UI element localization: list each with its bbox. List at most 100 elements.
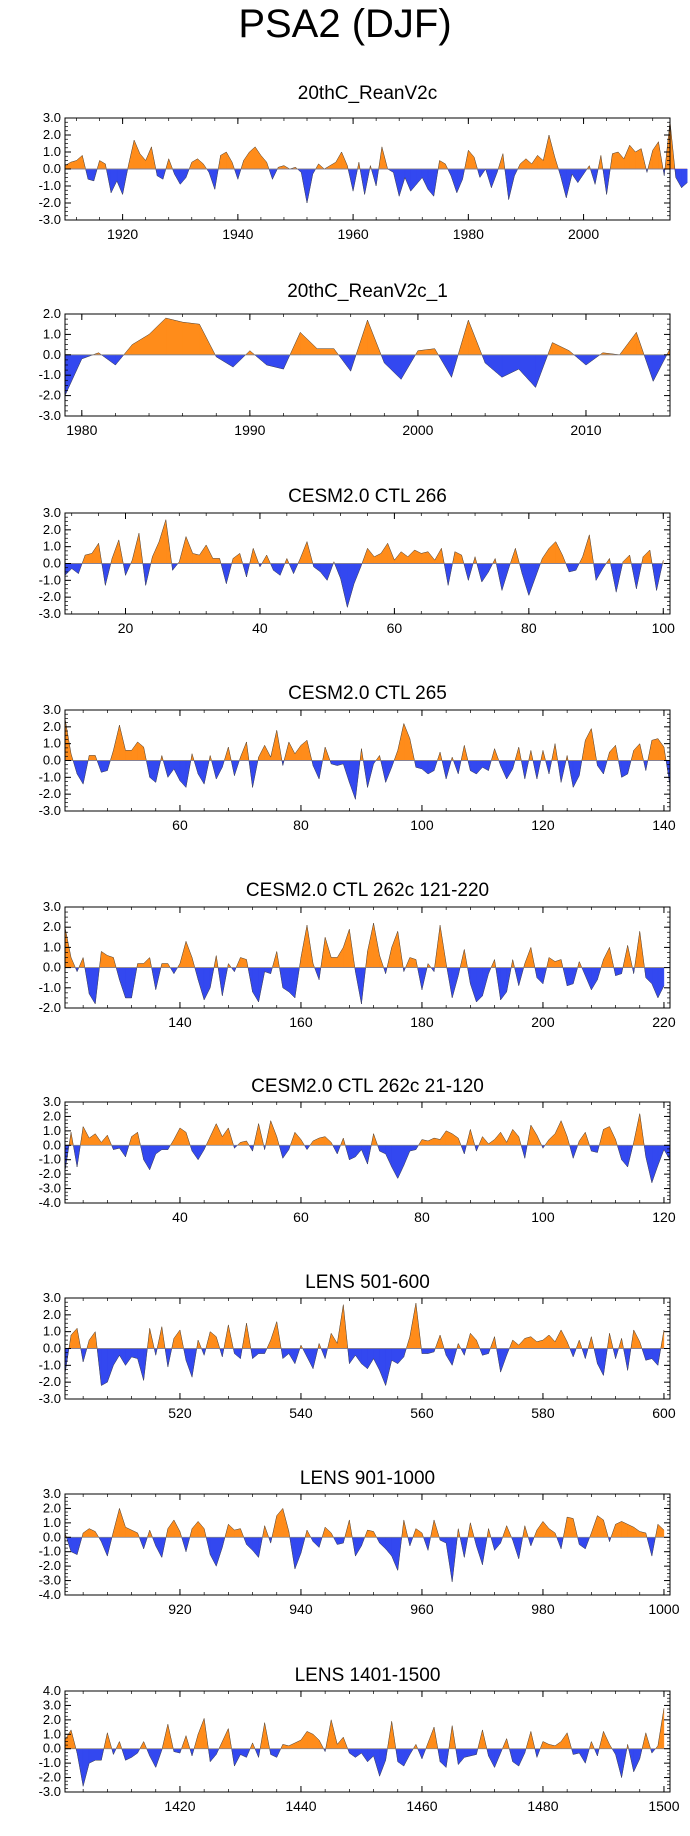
x-tick-label: 1480 bbox=[527, 1798, 558, 1814]
y-tick-label: -2.0 bbox=[39, 1558, 61, 1573]
series-line bbox=[64, 121, 688, 204]
x-tick-label: 920 bbox=[168, 1601, 192, 1617]
y-tick-label: -3.0 bbox=[39, 1784, 61, 1799]
y-tick-label: 1.0 bbox=[43, 1324, 61, 1339]
y-tick-label: -1.0 bbox=[39, 1357, 61, 1372]
y-tick-label: 0.0 bbox=[43, 1341, 61, 1356]
panel-title: CESM2.0 CTL 265 bbox=[288, 683, 447, 704]
positive-area bbox=[65, 1303, 665, 1349]
y-tick-label: -2.0 bbox=[39, 388, 61, 403]
x-tick-label: 80 bbox=[521, 620, 537, 636]
x-tick-label: 1460 bbox=[406, 1798, 437, 1814]
x-tick-label: 2000 bbox=[402, 422, 433, 438]
x-tick-label: 40 bbox=[252, 620, 268, 636]
chart-panel: CESM2.0 CTL 266 3.0 2.0 1.0 0.0-1.0 -2.0 -3.0 2… bbox=[39, 486, 676, 636]
y-tick-label: -3.0 bbox=[39, 1573, 61, 1588]
series-line bbox=[64, 923, 665, 1005]
y-tick-label: 0.0 bbox=[43, 161, 61, 176]
y-tick-label: -3.0 bbox=[39, 606, 61, 621]
x-tick-label: 1940 bbox=[222, 226, 253, 242]
y-tick-label: -2.0 bbox=[39, 1770, 61, 1785]
x-tick-label: 1420 bbox=[164, 1798, 195, 1814]
y-tick-label: 3.0 bbox=[43, 1094, 61, 1109]
y-tick-label: -3.0 bbox=[39, 212, 61, 227]
chart-panel: LENS 501-600 3.0 2.0 1.0 0.0-1.0 -2.0 -3.0 520 5… bbox=[39, 1272, 676, 1421]
x-tick-label: 160 bbox=[289, 1014, 313, 1030]
y-tick-label: 0.0 bbox=[43, 1137, 61, 1152]
y-tick-label: 0.0 bbox=[43, 1741, 61, 1756]
y-tick-label: -2.0 bbox=[39, 1000, 61, 1015]
panel-title: CESM2.0 CTL 262c 121-220 bbox=[246, 880, 489, 901]
x-tick-label: 1980 bbox=[453, 226, 484, 242]
y-tick-label: 2.0 bbox=[43, 522, 61, 537]
negative-area bbox=[64, 563, 664, 608]
y-tick-label: -1.0 bbox=[39, 980, 61, 995]
x-tick-label: 120 bbox=[652, 1209, 676, 1225]
y-tick-label: 3.0 bbox=[43, 1486, 61, 1501]
x-tick-label: 520 bbox=[168, 1405, 192, 1421]
positive-area bbox=[64, 923, 664, 968]
y-tick-label: -4.0 bbox=[39, 1195, 61, 1210]
series-line bbox=[64, 718, 671, 800]
x-tick-label: 140 bbox=[168, 1014, 192, 1030]
y-tick-label: 3.0 bbox=[43, 702, 61, 717]
y-tick-label: 3.0 bbox=[43, 1290, 61, 1305]
y-tick-label: -1.0 bbox=[39, 1152, 61, 1167]
y-tick-label: -1.0 bbox=[39, 1755, 61, 1770]
panel-title: CESM2.0 CTL 266 bbox=[288, 486, 447, 507]
series-line bbox=[64, 1303, 665, 1387]
y-tick-label: -2.0 bbox=[39, 195, 61, 210]
positive-area bbox=[65, 317, 671, 355]
series-line bbox=[64, 519, 664, 609]
y-tick-label: 3.0 bbox=[43, 505, 61, 520]
x-tick-label: 940 bbox=[289, 1601, 313, 1617]
y-tick-label: 0.0 bbox=[43, 347, 61, 362]
x-tick-label: 220 bbox=[652, 1014, 676, 1030]
y-tick-label: -1.0 bbox=[39, 1544, 61, 1559]
chart-panel: 20thC_ReanV2c 3.0 2.0 1.0 0.0 -1.0 -2.0 -3.0 192… bbox=[39, 83, 688, 242]
y-tick-label: -3.0 bbox=[39, 803, 61, 818]
x-tick-label: 100 bbox=[652, 620, 676, 636]
x-tick-label: 60 bbox=[172, 817, 188, 833]
chart-panel: LENS 1401-1500 4.03.02.01.00.0-1.0-2.0-3.… bbox=[39, 1665, 680, 1814]
y-tick-label: 4.0 bbox=[43, 1683, 61, 1698]
y-tick-label: 2.0 bbox=[43, 919, 61, 934]
y-tick-label: 1.0 bbox=[43, 144, 61, 159]
y-tick-label: 1.0 bbox=[43, 939, 61, 954]
y-tick-label: 2.0 bbox=[43, 719, 61, 734]
chart-panel: CESM2.0 CTL 262c 21-1203.02.01.00.0-1.0-… bbox=[39, 1076, 676, 1225]
panel-title: LENS 1401-1500 bbox=[295, 1665, 441, 1686]
chart-panel: LENS 901-1000 3.02.01.00.0-1.0-2.0-3.0-4.… bbox=[39, 1468, 680, 1617]
y-tick-label: 2.0 bbox=[43, 1307, 61, 1322]
y-tick-label: -2.0 bbox=[39, 1166, 61, 1181]
x-tick-label: 1440 bbox=[285, 1798, 316, 1814]
y-tick-label: 2.0 bbox=[43, 306, 61, 321]
panel-title: CESM2.0 CTL 262c 21-120 bbox=[251, 1076, 484, 1097]
panel-title: 20thC_ReanV2c_1 bbox=[287, 281, 448, 302]
positive-area bbox=[64, 718, 670, 761]
y-tick-label: -1.0 bbox=[39, 769, 61, 784]
y-tick-label: 1.0 bbox=[43, 736, 61, 751]
y-tick-label: -2.0 bbox=[39, 786, 61, 801]
x-tick-label: 60 bbox=[293, 1209, 309, 1225]
x-tick-label: 2010 bbox=[570, 422, 601, 438]
x-tick-label: 1920 bbox=[107, 226, 138, 242]
x-tick-label: 120 bbox=[531, 817, 555, 833]
y-tick-label: -1.0 bbox=[39, 178, 61, 193]
x-tick-label: 80 bbox=[293, 817, 309, 833]
y-tick-label: 0.0 bbox=[43, 1529, 61, 1544]
y-tick-label: 0.0 bbox=[43, 753, 61, 768]
x-tick-label: 580 bbox=[531, 1405, 555, 1421]
x-tick-label: 2000 bbox=[568, 226, 599, 242]
y-tick-label: 1.0 bbox=[43, 1123, 61, 1138]
x-tick-label: 540 bbox=[289, 1405, 313, 1421]
y-tick-label: 0.0 bbox=[43, 960, 61, 975]
x-tick-label: 140 bbox=[652, 817, 676, 833]
y-tick-label: 2.0 bbox=[43, 127, 61, 142]
series-line bbox=[64, 317, 671, 396]
x-tick-label: 1000 bbox=[648, 1601, 679, 1617]
x-tick-label: 180 bbox=[410, 1014, 434, 1030]
x-tick-label: 600 bbox=[652, 1405, 676, 1421]
x-tick-label: 60 bbox=[387, 620, 403, 636]
y-tick-label: -2.0 bbox=[39, 589, 61, 604]
